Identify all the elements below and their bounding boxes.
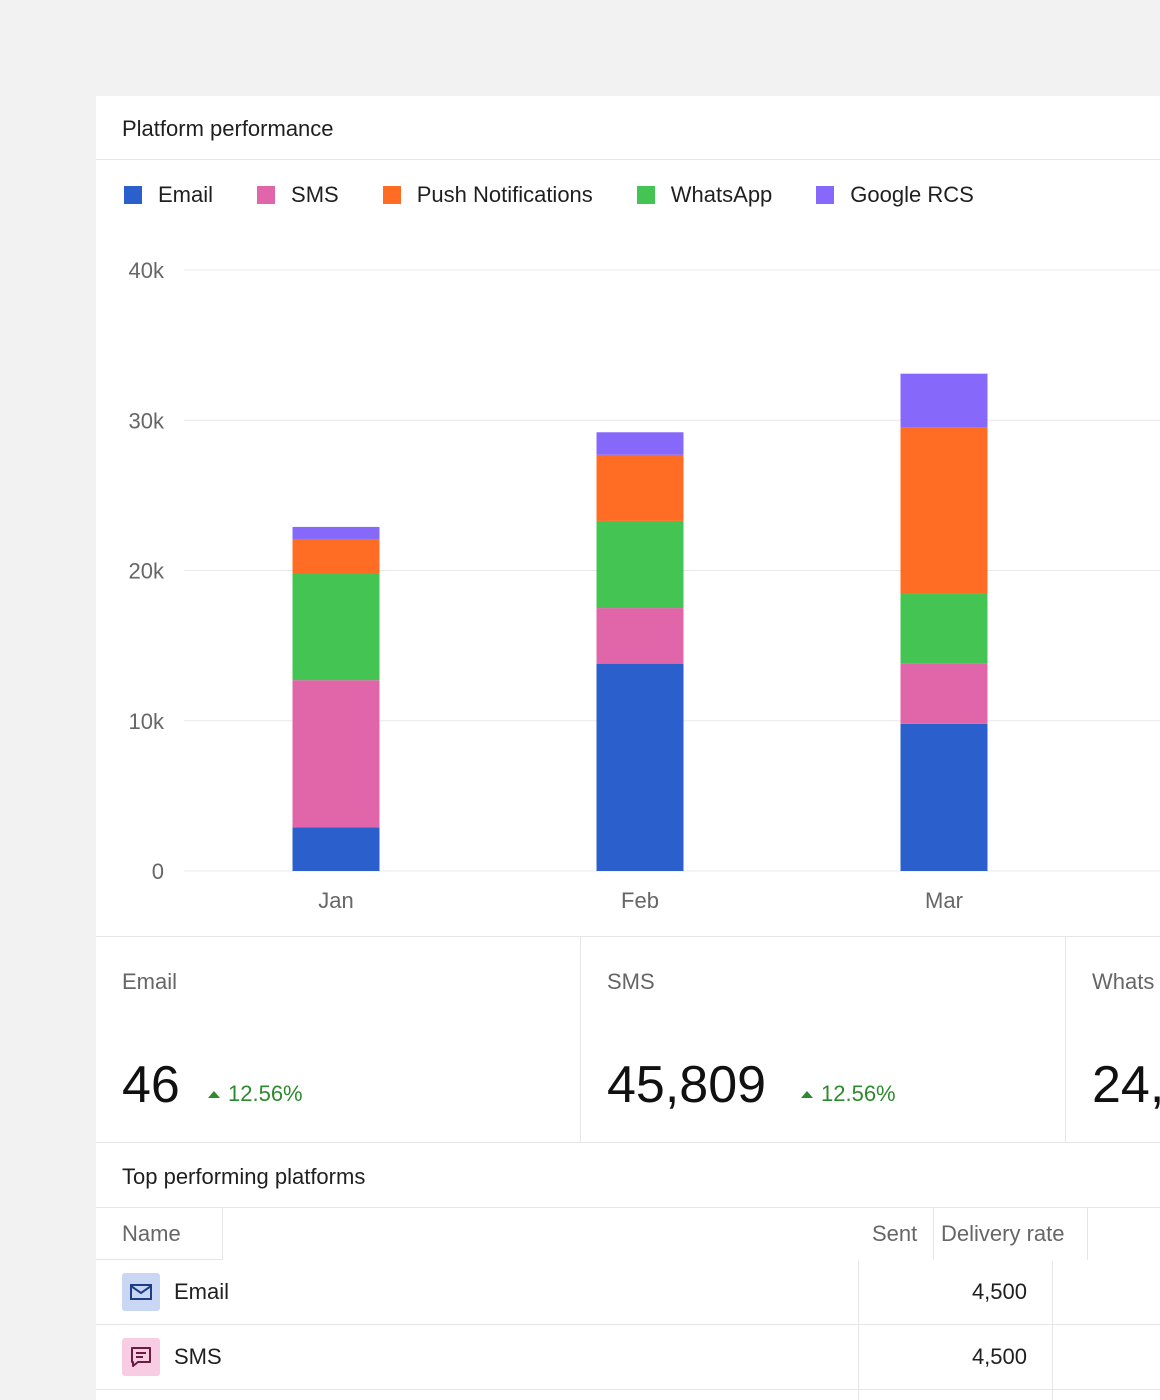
stat-card-sms: SMS 45,809 12.56%	[581, 937, 1065, 1142]
stat-value: 46	[122, 1056, 180, 1114]
y-tick-label: 30k	[129, 408, 165, 433]
legend-label: Google RCS	[850, 182, 974, 207]
legend-item-email[interactable]: Email	[124, 182, 213, 208]
y-tick-label: 40k	[129, 258, 165, 283]
bar-segment	[900, 373, 988, 428]
stat-label: SMS	[607, 969, 655, 994]
stat-card-email: Email 46 12.56%	[96, 937, 580, 1142]
column-divider	[933, 1208, 934, 1260]
legend-item-whatsapp[interactable]: WhatsApp	[636, 182, 773, 208]
legend-label: Email	[158, 182, 214, 207]
column-divider	[858, 1261, 859, 1400]
trend-up-icon	[801, 1090, 813, 1098]
x-tick-label: Mar	[925, 888, 963, 913]
x-tick-label: Jan	[318, 888, 353, 913]
divider	[580, 937, 581, 1142]
email-icon-badge	[122, 1273, 160, 1311]
column-header-delivery-rate[interactable]: Delivery rate	[941, 1221, 1065, 1246]
bar-segment	[596, 520, 684, 609]
chart-legend: Email SMS Push Notifications WhatsApp Go…	[124, 180, 1018, 210]
bar-segment	[900, 427, 988, 594]
legend-swatch	[257, 186, 276, 204]
legend-item-sms[interactable]: SMS	[257, 182, 339, 208]
bar-segment	[900, 593, 988, 664]
legend-swatch	[382, 186, 401, 204]
legend-item-push-notifications[interactable]: Push Notifications	[382, 182, 593, 208]
column-header-name[interactable]: Name	[122, 1221, 181, 1246]
table-title: Top performing platforms	[122, 1164, 366, 1189]
column-header-sent[interactable]: Sent	[872, 1221, 918, 1246]
bar-segment	[292, 526, 380, 539]
mail-icon	[130, 1284, 152, 1300]
column-divider	[1087, 1208, 1088, 1260]
stat-change-value: 12.56%	[821, 1081, 896, 1106]
bar-segment	[900, 663, 988, 724]
bar-segment	[596, 608, 684, 664]
stacked-bar-chart: 0 10k 20k 30k 40k Jan Feb Mar	[129, 258, 1160, 913]
bar-segment	[292, 680, 380, 828]
bar-segment	[596, 432, 684, 455]
stat-value: 24,	[1092, 1056, 1160, 1114]
trend-up-icon	[208, 1090, 220, 1098]
stat-change-value: 12.56%	[228, 1081, 303, 1106]
bar-segment	[900, 723, 988, 871]
divider	[96, 1259, 222, 1260]
stat-change: 12.56%	[801, 1081, 896, 1107]
platform-performance-card: Platform performance Email SMS Push Noti…	[96, 96, 1160, 1400]
legend-swatch	[636, 186, 655, 204]
row-sent: 4,500	[971, 1279, 1027, 1304]
bar-segment	[596, 663, 684, 871]
divider	[96, 1324, 1160, 1325]
stat-change: 12.56%	[208, 1081, 303, 1107]
table-row[interactable]: SMS 4,500	[96, 1326, 1160, 1390]
legend-label: WhatsApp	[670, 182, 773, 207]
legend-swatch	[816, 186, 835, 204]
stat-value: 45,809	[607, 1056, 767, 1114]
y-tick-label: 0	[152, 859, 164, 884]
bar-segment	[596, 454, 684, 521]
row-sent: 4,500	[971, 1344, 1027, 1369]
y-tick-label: 20k	[129, 559, 165, 584]
bar-segment	[292, 827, 380, 871]
stat-label: Email	[122, 969, 178, 994]
sms-icon-badge	[122, 1338, 160, 1376]
message-icon	[131, 1347, 151, 1367]
column-divider	[1052, 1261, 1053, 1400]
legend-label: SMS	[291, 182, 339, 207]
y-tick-label: 10k	[129, 709, 165, 734]
x-tick-label: Feb	[621, 888, 659, 913]
table-row[interactable]: Email 4,500	[96, 1261, 1160, 1325]
divider	[1065, 937, 1066, 1142]
divider	[96, 1142, 1160, 1143]
row-name: Email	[174, 1279, 230, 1304]
bar-segment	[292, 573, 380, 681]
bar-segment	[292, 538, 380, 574]
column-divider	[222, 1208, 223, 1260]
legend-item-google-rcs[interactable]: Google RCS	[816, 182, 974, 208]
card-title: Platform performance	[122, 116, 334, 141]
legend-label: Push Notifications	[416, 182, 593, 207]
row-name: SMS	[174, 1344, 222, 1369]
stat-card-whatsapp: Whats 24,	[1066, 937, 1160, 1142]
divider	[96, 159, 1160, 160]
legend-swatch	[124, 186, 142, 204]
divider	[96, 936, 1160, 937]
divider	[96, 1389, 1160, 1390]
stat-label: Whats	[1092, 969, 1155, 994]
divider	[96, 1207, 1160, 1208]
